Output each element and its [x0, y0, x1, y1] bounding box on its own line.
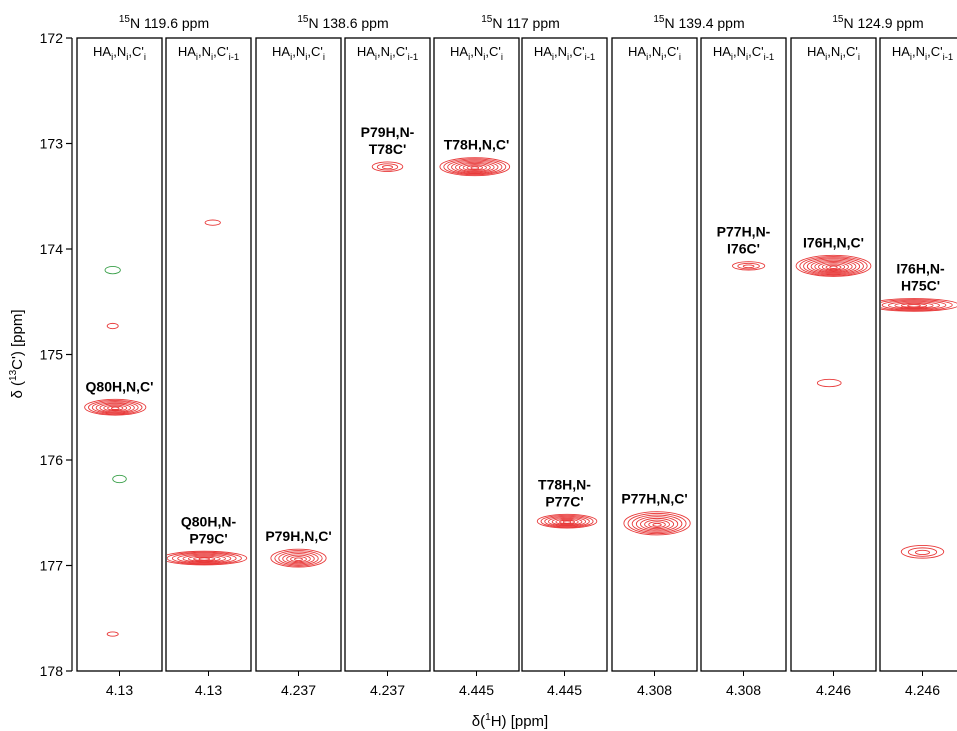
x-tick-label: 4.246	[905, 682, 940, 698]
peak-contour	[204, 219, 221, 226]
strip-panel: HAi,Ni,C'i-1 T78H,N-P77C' 4.445	[521, 37, 608, 698]
y-tick-label: 177	[40, 558, 64, 574]
peak-label: P79C'	[189, 530, 227, 546]
peak-label: T78H,N-	[538, 476, 591, 492]
peak-contour	[900, 545, 945, 559]
peak-contour	[84, 398, 147, 416]
peak-contour	[106, 322, 119, 330]
x-tick-label: 4.246	[816, 682, 851, 698]
group-title: 15N 124.9 ppm	[832, 14, 923, 31]
strip-header: HAi,Ni,C'i	[450, 44, 503, 63]
x-tick-label: 4.308	[637, 682, 672, 698]
peak-label: P77C'	[545, 493, 583, 509]
peak-label: T78C'	[369, 141, 407, 157]
peak-contour	[795, 254, 872, 277]
peak-contour	[106, 631, 119, 637]
strip-frame	[700, 37, 787, 672]
x-tick-label: 4.445	[459, 682, 494, 698]
strip-panel: HAi,Ni,C'i-1 P77H,N-I76C' 4.308	[700, 37, 787, 698]
strip-panel: HAi,Ni,C'i P77H,N,C' 4.308	[611, 37, 698, 698]
y-tick-label: 176	[40, 452, 64, 468]
strip-panel: HAi,Ni,C'i Q80H,N,C' 4.13	[76, 37, 163, 698]
strip-header: HAi,Ni,C'i-1	[892, 44, 953, 63]
x-tick-label: 4.445	[547, 682, 582, 698]
strip-panel: HAi,Ni,C'i I76H,N,C' 4.246	[790, 37, 877, 698]
peak-label: I76H,N-	[896, 261, 945, 277]
strip-frame	[879, 37, 957, 672]
strip-frame	[790, 37, 877, 672]
peak-label: T78H,N,C'	[444, 137, 510, 153]
strip-header: HAi,Ni,C'i-1	[713, 44, 774, 63]
peak-label: P77H,N,C'	[621, 491, 687, 507]
strip-frame	[611, 37, 698, 672]
peak-contour	[112, 474, 127, 484]
strip-header: HAi,Ni,C'i-1	[534, 44, 595, 63]
group-title: 15N 117 ppm	[481, 14, 560, 31]
x-tick-label: 4.13	[106, 682, 133, 698]
x-tick-label: 4.237	[281, 682, 316, 698]
peak-contour	[536, 513, 598, 529]
peak-label: I76C'	[727, 241, 760, 257]
strip-frame	[165, 37, 252, 672]
group-title: 15N 139.4 ppm	[653, 14, 744, 31]
y-tick-label: 174	[40, 241, 64, 257]
peak-contour	[623, 511, 691, 536]
peak-label: P79H,N-	[361, 124, 415, 140]
y-tick-label: 178	[40, 663, 64, 679]
strip-panel: HAi,Ni,C'i-1 I76H,N-H75C' 4.246	[879, 37, 957, 698]
peak-contour	[731, 261, 766, 271]
peak-label: P79H,N,C'	[265, 528, 331, 544]
x-tick-label: 4.13	[195, 682, 222, 698]
strip-frame	[255, 37, 342, 672]
peak-contour	[167, 550, 248, 566]
y-tick-label: 175	[40, 347, 64, 363]
group-title: 15N 119.6 ppm	[119, 14, 209, 31]
y-tick-label: 173	[40, 136, 64, 152]
peak-label: Q80H,N-	[181, 513, 237, 529]
peak-label: H75C'	[901, 278, 940, 294]
peak-contour	[371, 161, 404, 172]
y-axis-label: δ (13C') [ppm]	[8, 309, 26, 398]
strip-header: HAi,Ni,C'i-1	[178, 44, 239, 63]
peak-label: P77H,N-	[717, 224, 771, 240]
peak-contour	[881, 298, 957, 312]
peak-contour	[816, 378, 842, 388]
strip-header: HAi,Ni,C'i	[93, 44, 146, 63]
peak-label: I76H,N,C'	[803, 234, 864, 250]
x-axis-label: δ(1H) [ppm]	[472, 712, 548, 730]
y-tick-label: 172	[40, 30, 64, 46]
peak-contour	[439, 157, 511, 177]
peak-contour	[270, 548, 327, 568]
strip-header: HAi,Ni,C'i	[807, 44, 860, 63]
x-tick-label: 4.237	[370, 682, 405, 698]
strip-header: HAi,Ni,C'i-1	[357, 44, 418, 63]
peak-contour	[104, 265, 121, 275]
strip-header: HAi,Ni,C'i	[272, 44, 325, 63]
strip-frame	[433, 37, 520, 672]
strip-panel: HAi,Ni,C'i-1 P79H,N-T78C' 4.237	[344, 37, 431, 698]
strips: HAi,Ni,C'i Q80H,N,C' 4.13 HAi,Ni,C'i-1 Q80H,…	[76, 37, 957, 698]
y-axis: 172 173 174 175 176 177 178	[40, 30, 73, 679]
strip-frame	[521, 37, 608, 672]
x-tick-label: 4.308	[726, 682, 761, 698]
strip-panel: HAi,Ni,C'i T78H,N,C' 4.445	[433, 37, 520, 698]
strip-header: HAi,Ni,C'i	[628, 44, 681, 63]
group-title: 15N 138.6 ppm	[297, 14, 388, 31]
strip-panel: HAi,Ni,C'i P79H,N,C' 4.237	[255, 37, 342, 698]
peak-label: Q80H,N,C'	[86, 378, 154, 394]
group-titles: 15N 119.6 ppm 15N 138.6 ppm 15N 117 ppm 15N…	[119, 14, 924, 31]
strip-panel: HAi,Ni,C'i-1 Q80H,N-P79C' 4.13	[165, 37, 252, 698]
strip-frame	[76, 37, 163, 672]
